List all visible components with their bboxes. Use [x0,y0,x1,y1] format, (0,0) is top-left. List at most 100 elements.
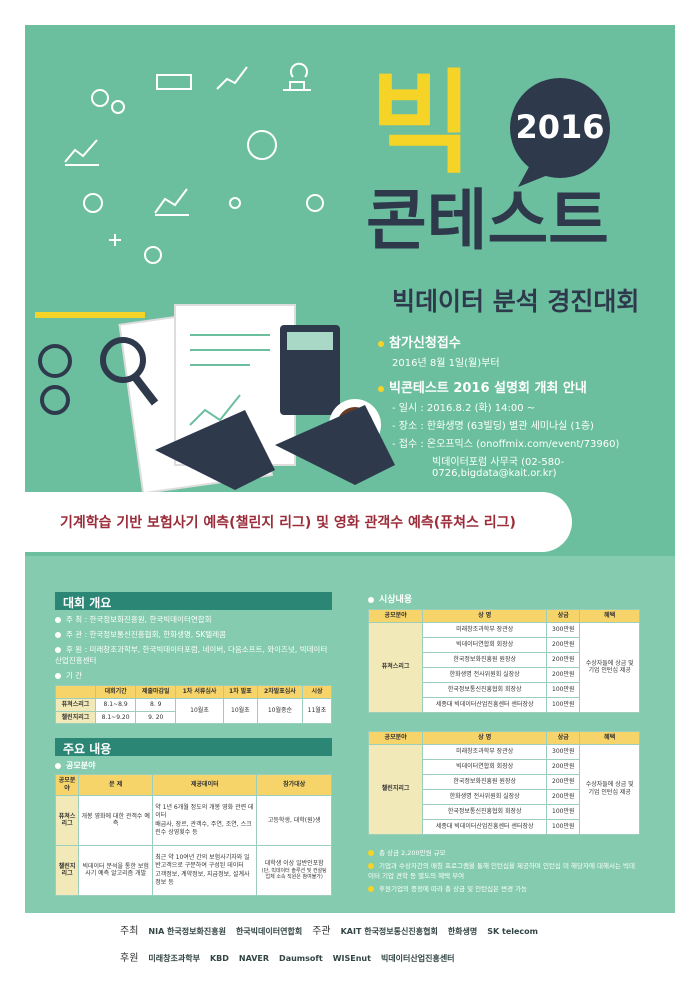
logo: 한국빅데이터연합회 [235,927,303,936]
header-cell: 2차발표심사 [256,685,303,699]
overview-text: 후 원 : 미래창조과학부, 한국빅데이터포럼, 네이버, 다음소프트, 와이즈… [55,645,328,665]
header-cell: 문 제 [78,774,154,796]
league-cell: 퓨쳐스리그 [55,697,96,712]
cell: 한국정보통신진흥협회 회장상 [422,681,548,698]
bullet [378,340,384,347]
sponsor-label: 주최 [120,926,139,937]
subtitle: 빅데이터 분석 경진대회 [392,287,640,316]
note: 기업과 수상자간의 매칭 프로그램을 통해 인턴십을 제공하며 인턴십 미 해당… [368,860,640,880]
info-line: - 일시 : 2016.8.2 (화) 14:00 ~ [392,403,536,414]
row: 퓨쳐스 리그 개봉 영화에 대한 관객수 예측 약 1년 6개월 정도의 개봉 영화… [54,794,332,846]
cell: 8. 9 [135,697,177,712]
year: 2016 [515,108,605,146]
logo: KAIT 한국정보통신진흥협회 [340,927,438,936]
row: 챌린지리그 8.1~9.20 9. 20 [55,710,332,725]
cell: 200만원 [546,758,581,775]
banner-text: 기계학습 기반 보험사기 예측(챌린지 리그) 및 영화 관객수 예측(퓨쳐스 … [60,515,516,531]
row: 한국정보화진흥원 원장상 200만원 [369,773,640,790]
data-item: 고객정보, 계약정보, 지급정보, 설계사 정보 등 [155,871,250,887]
row: 빅데이터연합회 회장상 200만원 [369,636,640,653]
cell: 한국정보화진흥원 원장상 [422,773,548,790]
league-cell: 챌린지리그 [55,710,96,725]
cell: 200만원 [546,788,581,805]
info-title: 참가신청접수 [378,332,678,351]
bullet [368,862,374,869]
row: 공모분야 문 제 제공데이터 참가대상 [54,774,332,796]
logo: SK telecom [487,927,539,936]
cell: 100만원 [546,681,581,698]
sponsor-label: 주관 [312,926,331,937]
corner [55,685,96,699]
header-cell: 대회기간 [94,685,137,699]
header-cell: 상금 [546,730,581,745]
cell: 200만원 [546,773,581,790]
row: 세종대 빅데이터산업진흥센터 센터장상 100만원 [369,696,640,713]
header-cell: 상 명 [422,730,548,745]
info-title-text: 참가신청접수 [389,336,461,351]
header-cell: 공모분야 [367,609,424,623]
logo: 미래창조과학부 [148,954,200,963]
title: 콘테스트 [366,182,609,259]
overview-item: 후 원 : 미래창조과학부, 한국빅데이터포럼, 네이버, 다음소프트, 와이즈… [55,644,332,666]
row: 한국정보통신진흥협회 회장상 100만원 [369,681,640,698]
logo: Daumsoft [279,954,323,963]
header-cell: 제공데이터 [152,774,258,796]
cell: 9. 20 [135,710,177,725]
overview-text: 주 최 : 한국정보화진흥원, 한국빅데이터연합회 [66,615,212,624]
subtitle: 공모분야 [55,760,332,771]
header-cell: 공모분야 [54,774,80,796]
row: 세종대 빅데이터산업진흥센터 센터장상 100만원 [369,818,640,835]
logo: NIA 한국정보화진흥원 [148,927,226,936]
logo: NAVER [238,954,270,963]
row: 공모분야 상 명 상금 혜택 [367,609,640,623]
banner [25,492,572,552]
illustration [35,62,610,495]
header-cell: 상 명 [422,609,548,623]
note: 총 상금 2,200만원 규모 [368,847,640,857]
overview-item: 주 관 : 한국정보통신진흥협회, 한화생명, SK텔레콤 [55,629,332,640]
header-cell: 제출마감일 [135,685,177,699]
data-item: 배급사, 장르, 관객수, 주연, 조연, 스크린수 상영횟수 등 [155,821,252,837]
footer: 주최 NIA 한국정보화진흥원 한국빅데이터연합회 주관 KAIT 한국정보통신진흥협회… [120,922,660,964]
big-letter: 빅 [370,59,474,189]
data-item: 약 1년 6개월 정도의 개봉 영화 관련 데이터 [155,803,254,819]
cell: 미래창조과학부 장관상 [422,621,548,638]
bullet [368,849,374,856]
row: 챌린지리그 미래창조과학부 장관상 300만원 수상자들에 상금 및 기업 인턴십 제… [367,743,640,835]
header-cell: 혜택 [579,609,640,623]
subtitle-text: 공모분야 [66,761,96,771]
league-cell: 챌린지리그 [367,743,424,835]
cell: 100만원 [546,803,581,820]
bullet [55,762,61,769]
cell: 한국정보통신진흥협회 회장상 [422,803,548,820]
bullet [55,673,61,679]
note-text: 기업과 수상자간의 매칭 프로그램을 통해 인턴십을 제공하며 인턴십 미 해당… [368,861,635,880]
cell: 10월초 [175,697,224,725]
cell: 100만원 [546,818,581,835]
bullet [55,617,61,623]
bullet [55,647,61,653]
section-title: 시상내용 [368,592,640,605]
overview-text: 주 관 : 한국정보통신진흥협회, 한화생명, SK텔레콤 [66,630,226,639]
cell: 빅데이터연합회 회장상 [422,636,548,653]
cell: 8.1~9.20 [94,710,137,725]
cell: 대학생 이상 일반인포함 (단, 빅데이터 솔루션 및 컨설팅 업체 소속 직원은… [256,844,332,896]
award-table: 공모분야 상 명 상금 혜택 챌린지리그 미래창조과학부 장관상 300만원 수상자들에 상금… [367,730,640,835]
info-line: - 장소 : 한화생명 (63빌딩) 별관 세미나실 (1층) [392,421,594,432]
cell: 한화생명 전사위원회 실장상 [422,666,548,683]
cell: 빅데이터연합회 회장상 [422,758,548,775]
header-cell: 참가대상 [256,774,332,796]
sponsor-row: 주최 NIA 한국정보화진흥원 한국빅데이터연합회 주관 KAIT 한국정보통신진흥협회… [120,922,660,937]
info-title-text: 빅콘테스트 2016 설명회 개최 안내 [389,381,587,396]
overview-text: 기 간 [66,671,83,680]
cell: 한화생명 전사위원회 실장상 [422,788,548,805]
league-cell: 챌린지 리그 [54,844,80,896]
cell: 개봉 영화에 대한 관객수 예측 [78,794,154,846]
logo: KBD [209,954,229,963]
info-title: 빅콘테스트 2016 설명회 개최 안내 [378,377,678,396]
cell: 최근 약 10여년 간의 보험사기자와 일반고객으로 구분하여 구성된 데이터 고… [152,844,258,896]
header-cell: 혜택 [579,730,640,745]
note-text: 총 상금 2,200만원 규모 [379,848,446,857]
cell: 300만원 [546,621,581,638]
header-cell: 1차 서류심사 [175,685,224,699]
